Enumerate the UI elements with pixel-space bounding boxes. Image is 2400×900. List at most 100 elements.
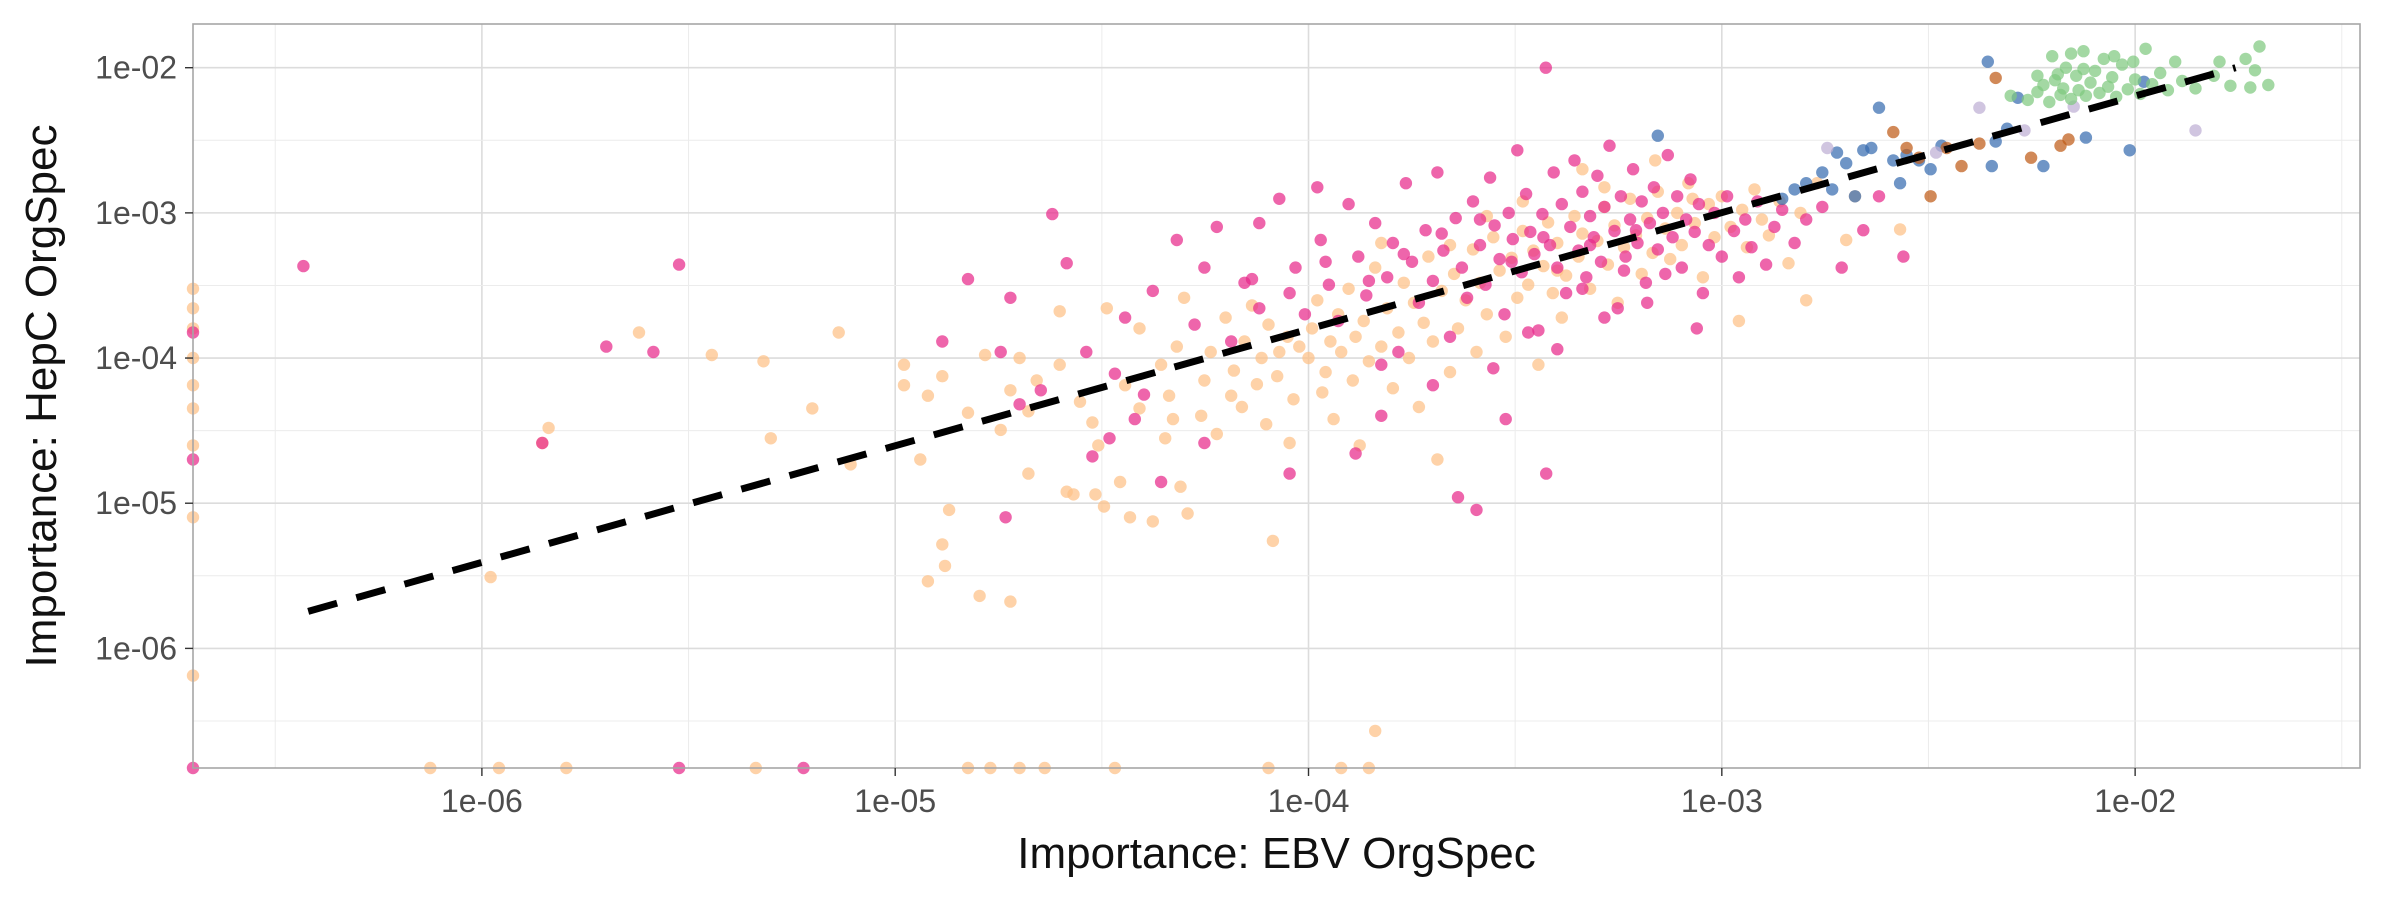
data-point: [1580, 271, 1593, 284]
data-point: [1238, 276, 1251, 289]
data-point: [1611, 302, 1624, 315]
data-point: [942, 503, 956, 517]
data-point: [1816, 200, 1829, 214]
data-point: [2115, 58, 2129, 71]
data-point: [1635, 195, 1648, 208]
data-point: [1727, 224, 1741, 238]
data-point: [2037, 78, 2050, 92]
data-point: [1314, 233, 1327, 247]
data-point: [1498, 308, 1511, 321]
data-point: [1989, 135, 2002, 148]
data-point: [1030, 374, 1043, 387]
data-point: [1505, 255, 1518, 268]
data-point: [1375, 340, 1388, 353]
data-point: [764, 432, 777, 445]
data-point: [1253, 216, 1266, 230]
data-point: [1113, 475, 1127, 489]
data-point: [1004, 291, 1017, 304]
data-point: [1893, 177, 1907, 190]
data-point: [1816, 166, 1829, 179]
data-point: [1271, 370, 1284, 383]
data-point: [757, 355, 770, 368]
data-point: [1235, 400, 1249, 414]
data-point: [1210, 427, 1224, 441]
data-point: [1985, 159, 1999, 173]
data-point: [1519, 187, 1533, 201]
data-point: [806, 402, 819, 415]
y-tick-label: 1e-06: [95, 630, 177, 666]
data-point: [705, 348, 718, 362]
data-point: [1865, 141, 1878, 155]
data-point: [1857, 224, 1870, 237]
data-point: [1402, 351, 1416, 365]
data-point: [1546, 286, 1560, 300]
data-point: [1872, 190, 1886, 203]
data-point: [1470, 503, 1483, 517]
data-point: [1013, 398, 1026, 411]
data-point: [832, 326, 845, 339]
data-point: [1108, 367, 1122, 380]
data-point: [1537, 259, 1550, 273]
data-point: [2239, 52, 2252, 66]
data-point: [2062, 133, 2075, 146]
data-point: [1316, 386, 1329, 399]
data-point: [1598, 181, 1611, 194]
data-point: [2262, 78, 2275, 92]
data-point: [1466, 195, 1480, 208]
data-point: [1431, 166, 1444, 179]
data-point: [1651, 129, 1665, 142]
data-point: [297, 259, 310, 273]
data-point: [1219, 311, 1232, 324]
data-point: [2176, 74, 2189, 88]
data-point: [1369, 216, 1382, 230]
data-point: [1690, 322, 1704, 335]
data-point: [1924, 190, 1937, 203]
data-point: [1736, 203, 1749, 216]
data-point: [1195, 409, 1208, 422]
data-point: [1720, 190, 1734, 203]
data-point: [1488, 219, 1501, 232]
data-point: [1426, 379, 1440, 392]
x-tick-label: 1e-02: [2094, 783, 2176, 819]
data-point: [1666, 231, 1679, 244]
data-point: [2154, 66, 2167, 80]
data-point: [1759, 258, 1773, 271]
data-point: [632, 326, 646, 339]
data-point: [1499, 330, 1512, 343]
data-point: [1022, 467, 1035, 480]
x-tick-label: 1e-04: [1268, 783, 1350, 819]
data-point: [536, 436, 549, 450]
data-point: [1357, 314, 1370, 328]
data-point: [1260, 418, 1273, 431]
data-point: [1659, 267, 1672, 281]
data-point: [1989, 71, 2002, 85]
data-point: [1591, 169, 1604, 182]
data-point: [1097, 500, 1111, 513]
data-point: [1311, 294, 1324, 307]
data-point: [2021, 93, 2035, 107]
data-point: [1537, 231, 1550, 244]
data-point: [1617, 264, 1631, 277]
data-point: [1086, 450, 1099, 463]
data-point: [961, 406, 975, 419]
plot-panel-border: [192, 23, 2361, 769]
data-point: [1639, 276, 1653, 289]
data-point: [1493, 252, 1506, 266]
data-point: [2139, 42, 2152, 55]
data-point: [1511, 291, 1524, 304]
data-point: [1435, 227, 1448, 240]
data-point: [1327, 412, 1340, 426]
data-point: [1399, 177, 1413, 190]
data-point: [1118, 311, 1132, 324]
data-point: [1768, 220, 1781, 234]
data-point: [1522, 278, 1535, 291]
data-point: [1053, 305, 1066, 318]
data-point: [1715, 250, 1729, 263]
data-point: [1417, 316, 1430, 329]
data-point: [1170, 340, 1184, 353]
data-point: [1451, 322, 1465, 335]
data-point: [1696, 286, 1710, 300]
data-point: [1177, 291, 1191, 304]
data-point: [1821, 141, 1834, 155]
data-point: [1924, 163, 1937, 176]
